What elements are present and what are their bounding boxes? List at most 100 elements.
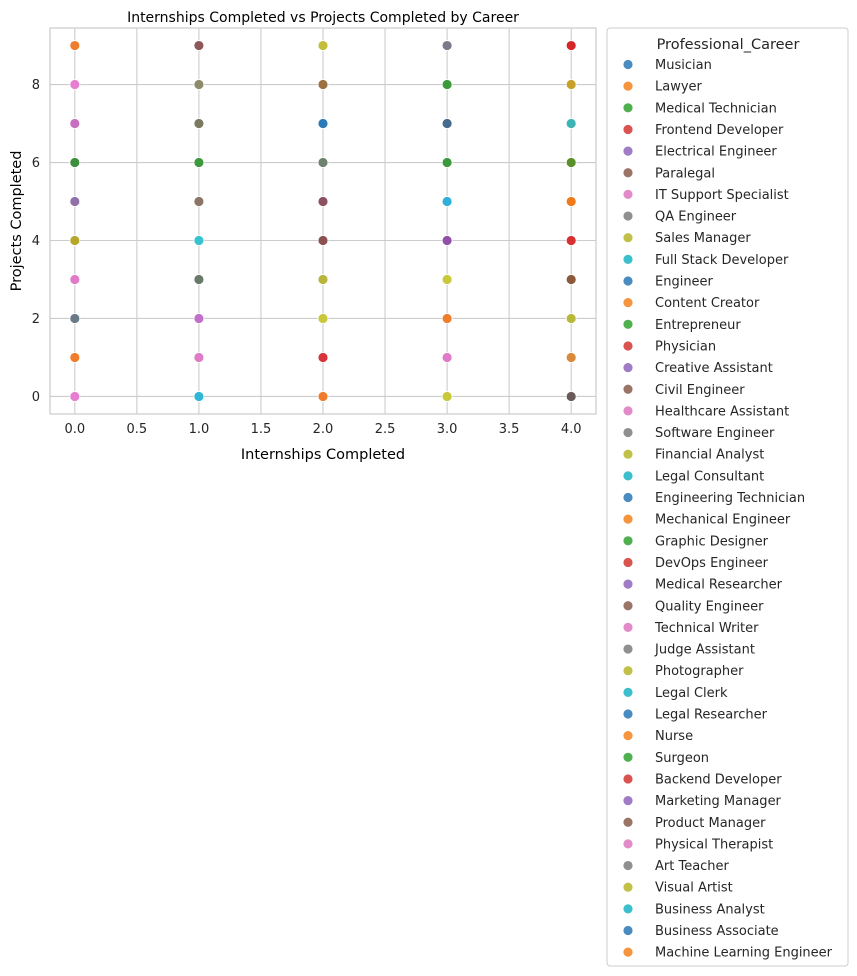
scatter-point (193, 79, 205, 90)
legend-item: Musician (622, 58, 712, 73)
legend-label: Backend Developer (655, 772, 782, 787)
legend-label: Sales Manager (655, 231, 751, 246)
scatter-point (441, 391, 453, 402)
scatter-point (69, 196, 81, 207)
legend-label: Judge Assistant (654, 643, 755, 658)
x-tick-label: 3.0 (437, 422, 458, 437)
legend-marker (622, 773, 634, 785)
legend-marker (622, 622, 634, 633)
legend-label: Software Engineer (655, 426, 775, 441)
legend-marker (622, 124, 634, 135)
legend-label: Photographer (655, 664, 744, 679)
scatter-point (193, 313, 205, 324)
x-tick-label: 0.0 (64, 422, 85, 437)
legend-item: Art Teacher (622, 859, 730, 874)
legend-marker (622, 470, 634, 482)
legend-label: Medical Researcher (655, 578, 783, 593)
scatter-point (317, 157, 329, 168)
legend-label: Business Associate (655, 924, 779, 939)
legend-marker (622, 665, 634, 677)
legend-item: Nurse (622, 729, 693, 744)
legend-marker (622, 210, 634, 222)
legend-label: Machine Learning Engineer (655, 946, 833, 961)
x-tick-label: 1.5 (251, 422, 272, 437)
scatter-point (69, 352, 81, 363)
scatter-point (317, 118, 329, 129)
legend-label: Medical Technician (655, 101, 777, 116)
scatter-point (565, 313, 577, 324)
legend-item: Entrepreneur (622, 318, 741, 333)
scatter-point (317, 352, 329, 363)
legend-item: Full Stack Developer (622, 253, 789, 268)
legend-label: QA Engineer (655, 210, 737, 225)
scatter-point (565, 40, 577, 51)
legend-marker (622, 297, 634, 309)
scatter-point (565, 274, 577, 285)
legend-item: Photographer (622, 664, 744, 679)
scatter-point (565, 391, 577, 402)
legend-item: Graphic Designer (622, 534, 769, 549)
legend-marker (622, 535, 634, 547)
legend-item: Sales Manager (622, 231, 751, 246)
legend-items: Musician Lawyer Medical Technician Frontend… (622, 58, 833, 961)
legend-label: Art Teacher (655, 859, 730, 874)
legend-label: Product Manager (655, 816, 766, 831)
legend-marker (622, 427, 634, 438)
chart-title: Internships Completed vs Projects Comple… (127, 10, 519, 26)
legend-label: Business Analyst (655, 902, 765, 917)
legend-item: QA Engineer (622, 210, 737, 225)
legend-marker (622, 903, 634, 915)
legend-item: Electrical Engineer (622, 145, 777, 160)
legend-label: Legal Clerk (655, 686, 728, 701)
legend-item: Technical Writer (622, 621, 759, 636)
legend-item: Legal Clerk (622, 686, 728, 701)
legend-label: Civil Engineer (655, 383, 745, 398)
legend-item: IT Support Specialist (622, 188, 789, 203)
scatter-point (441, 79, 453, 90)
legend-marker (622, 751, 634, 763)
legend-label: Lawyer (655, 80, 703, 95)
legend-marker (622, 708, 634, 720)
legend-item: Visual Artist (622, 881, 733, 896)
scatter-point (317, 40, 329, 51)
legend-item: DevOps Engineer (622, 556, 769, 571)
legend-marker (622, 557, 634, 568)
legend-marker (622, 275, 634, 287)
y-axis-ticks: 0 2 4 6 8 (32, 78, 40, 405)
legend-item: Marketing Manager (622, 794, 782, 809)
legend-marker (622, 881, 634, 893)
scatter-point (193, 196, 205, 207)
legend-marker (622, 925, 634, 936)
legend-marker (622, 102, 634, 114)
legend-item: Healthcare Assistant (622, 404, 789, 419)
x-tick-label: 2.5 (375, 422, 396, 437)
legend-label: Musician (655, 58, 712, 73)
legend-label: IT Support Specialist (655, 188, 789, 203)
scatter-point (317, 235, 329, 246)
x-tick-label: 4.0 (561, 422, 582, 437)
legend-marker (622, 80, 634, 92)
legend-marker (622, 188, 634, 200)
scatter-point (565, 235, 577, 246)
x-tick-label: 2.0 (313, 422, 334, 437)
legend: Professional_Career Musician Lawyer Medica… (606, 27, 849, 967)
legend-label: Engineering Technician (655, 491, 805, 506)
y-tick-label: 6 (32, 156, 40, 171)
x-tick-label: 1.0 (189, 422, 210, 437)
scatter-point (69, 79, 81, 90)
legend-marker (622, 578, 634, 590)
scatter-point (565, 196, 577, 207)
legend-marker (622, 448, 634, 460)
scatter-point (193, 118, 205, 129)
legend-item: Business Analyst (622, 902, 765, 917)
scatter-point (565, 118, 577, 129)
scatter-point (69, 157, 81, 168)
scatter-point (441, 157, 453, 168)
scatter-point (193, 157, 205, 168)
legend-item: Creative Assistant (622, 361, 773, 376)
legend-label: Engineer (655, 275, 714, 290)
scatter-point (193, 391, 205, 402)
legend-label: Surgeon (655, 751, 709, 766)
scatter-point (565, 157, 577, 168)
scatter-point (69, 118, 81, 129)
